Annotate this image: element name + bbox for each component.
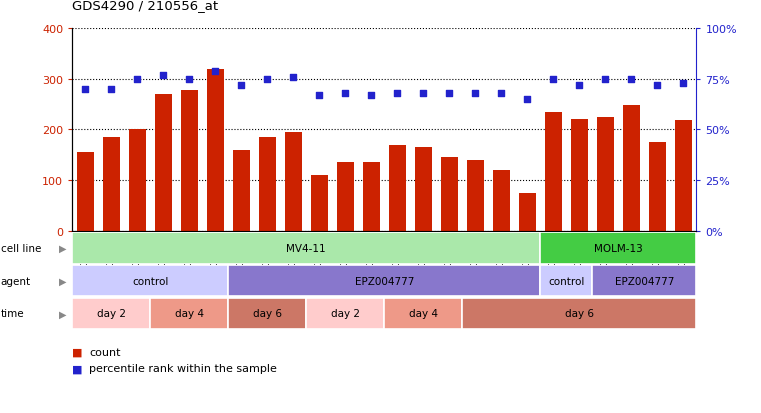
- Point: [521, 96, 533, 103]
- Bar: [207, 69, 224, 231]
- Point: [209, 68, 221, 75]
- Bar: [363, 163, 380, 231]
- Bar: [306, 298, 384, 329]
- Text: day 2: day 2: [97, 309, 126, 319]
- Bar: [463, 298, 696, 329]
- Bar: [151, 298, 228, 329]
- Point: [183, 76, 196, 83]
- Bar: [441, 158, 458, 231]
- Bar: [389, 145, 406, 231]
- Point: [470, 90, 482, 97]
- Point: [495, 90, 508, 97]
- Bar: [310, 176, 328, 231]
- Bar: [233, 150, 250, 231]
- Text: day 6: day 6: [253, 309, 282, 319]
- Bar: [228, 298, 306, 329]
- Point: [417, 90, 429, 97]
- Text: EPZ004777: EPZ004777: [355, 276, 414, 286]
- Point: [391, 90, 403, 97]
- Text: ▶: ▶: [59, 276, 66, 286]
- Bar: [540, 266, 592, 297]
- Text: day 2: day 2: [331, 309, 360, 319]
- Text: ■: ■: [72, 347, 83, 357]
- Bar: [285, 133, 302, 231]
- Text: control: control: [132, 276, 168, 286]
- Point: [131, 76, 143, 83]
- Bar: [259, 138, 275, 231]
- Bar: [592, 266, 696, 297]
- Bar: [571, 120, 587, 231]
- Point: [443, 90, 455, 97]
- Text: MV4-11: MV4-11: [286, 243, 326, 254]
- Point: [79, 86, 91, 93]
- Text: percentile rank within the sample: percentile rank within the sample: [89, 363, 277, 373]
- Bar: [675, 121, 692, 231]
- Point: [599, 76, 611, 83]
- Point: [287, 74, 299, 81]
- Bar: [72, 298, 151, 329]
- Text: control: control: [548, 276, 584, 286]
- Text: ▶: ▶: [59, 243, 66, 254]
- Bar: [519, 193, 536, 231]
- Point: [158, 72, 170, 79]
- Text: day 4: day 4: [175, 309, 204, 319]
- Point: [235, 82, 247, 89]
- Text: agent: agent: [1, 276, 31, 286]
- Text: GDS4290 / 210556_at: GDS4290 / 210556_at: [72, 0, 218, 12]
- Point: [339, 90, 352, 97]
- Bar: [72, 233, 540, 264]
- Bar: [72, 266, 228, 297]
- Text: ■: ■: [72, 363, 83, 373]
- Point: [365, 93, 377, 99]
- Bar: [77, 153, 94, 231]
- Bar: [493, 171, 510, 231]
- Point: [261, 76, 273, 83]
- Text: count: count: [89, 347, 120, 357]
- Point: [105, 86, 117, 93]
- Text: time: time: [1, 309, 24, 319]
- Bar: [337, 163, 354, 231]
- Bar: [129, 130, 146, 231]
- Point: [573, 82, 585, 89]
- Text: day 4: day 4: [409, 309, 438, 319]
- Bar: [545, 112, 562, 231]
- Text: cell line: cell line: [1, 243, 41, 254]
- Bar: [103, 138, 119, 231]
- Bar: [466, 160, 484, 231]
- Bar: [540, 233, 696, 264]
- Point: [626, 76, 638, 83]
- Bar: [181, 90, 198, 231]
- Text: MOLM-13: MOLM-13: [594, 243, 643, 254]
- Bar: [415, 148, 431, 231]
- Bar: [649, 143, 666, 231]
- Bar: [384, 298, 463, 329]
- Point: [314, 93, 326, 99]
- Text: ▶: ▶: [59, 309, 66, 319]
- Text: day 6: day 6: [565, 309, 594, 319]
- Bar: [597, 117, 614, 231]
- Bar: [228, 266, 540, 297]
- Bar: [154, 95, 172, 231]
- Point: [651, 82, 664, 89]
- Bar: [622, 106, 640, 231]
- Point: [547, 76, 559, 83]
- Point: [677, 80, 689, 87]
- Text: EPZ004777: EPZ004777: [615, 276, 674, 286]
